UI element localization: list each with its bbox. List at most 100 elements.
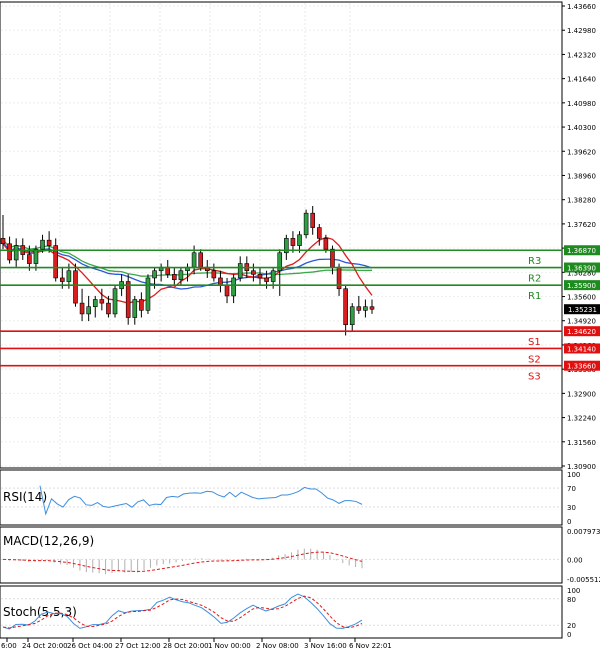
rsi-grid xyxy=(1,487,561,508)
current-price-marker: 1.35231 xyxy=(564,304,600,315)
candle-body xyxy=(264,277,269,282)
candle-body xyxy=(237,263,243,279)
candle-body xyxy=(316,227,322,239)
level-name-r3: R3 xyxy=(528,256,541,267)
time-tick-label: 26 Oct 04:00 xyxy=(67,642,113,650)
macd-title: MACD(12,26,9) xyxy=(3,534,94,548)
price-tick-label: 1.40300 xyxy=(567,124,596,132)
level-name-s3: S3 xyxy=(528,372,541,383)
candle-body xyxy=(86,306,91,315)
candle-body xyxy=(343,288,348,326)
candle-body xyxy=(270,270,276,282)
level-price-label: 1.36870 xyxy=(567,247,596,255)
price-tick-label: 1.41640 xyxy=(567,76,596,84)
level-name-s2: S2 xyxy=(528,354,541,365)
current-price-box xyxy=(564,304,600,315)
ma-mid-line xyxy=(2,241,373,290)
macd-level-label: 0.00 xyxy=(567,556,583,564)
price-tick-label: 1.38960 xyxy=(567,172,596,180)
stoch-level-label: 100 xyxy=(567,587,580,595)
level-price-box xyxy=(564,280,600,291)
candle xyxy=(356,295,362,314)
rsi-axis: 100 70 30 0 xyxy=(567,471,580,526)
candle xyxy=(369,299,375,314)
price-tick-label: 1.31560 xyxy=(567,439,596,447)
candle-body xyxy=(73,270,78,304)
candle-body xyxy=(218,277,223,286)
candle xyxy=(297,231,302,253)
candle xyxy=(145,274,151,314)
time-tick-label: 2 Nov 08:00 xyxy=(256,642,299,650)
time-tick-label: 6 Nov 22:01 xyxy=(349,642,392,650)
level-price-label: 1.34620 xyxy=(567,328,596,336)
candle xyxy=(231,274,236,304)
candle-body xyxy=(92,299,98,308)
price-tick-label: 1.30900 xyxy=(567,463,596,471)
candle-body xyxy=(257,274,263,279)
candle-body xyxy=(231,277,236,297)
candle-body xyxy=(191,252,197,268)
rsi-line xyxy=(39,485,363,516)
time-tick-label: 27 Oct 12:00 xyxy=(115,642,161,650)
price-axis: 1.43660 1.42980 1.42320 1.41640 1.40980 1.403… xyxy=(562,3,596,471)
candle xyxy=(46,231,52,253)
candle-body xyxy=(297,234,302,246)
candle-body xyxy=(125,281,131,318)
rsi-level-label: 70 xyxy=(567,485,576,493)
candle xyxy=(132,295,138,325)
candle-body xyxy=(139,299,144,311)
candle-body xyxy=(79,302,85,315)
candle xyxy=(79,288,85,322)
candle-body xyxy=(277,252,283,272)
candle xyxy=(316,223,322,246)
candle-body xyxy=(112,288,118,315)
candle xyxy=(86,295,91,322)
candle-body xyxy=(349,306,355,326)
price-tick-label: 1.40980 xyxy=(567,100,596,108)
rsi-level-label: 0 xyxy=(567,518,571,526)
macd-panel xyxy=(0,526,563,584)
candle-body xyxy=(106,302,111,315)
candle-body xyxy=(66,270,72,282)
candle-body xyxy=(172,274,177,281)
level-price-box xyxy=(564,245,600,256)
level-price-label: 1.36390 xyxy=(567,265,596,273)
rsi-panel xyxy=(0,469,563,526)
price-tick-label: 1.42980 xyxy=(567,27,596,35)
candle xyxy=(237,256,243,282)
candle-body xyxy=(330,248,335,268)
support-resistance-levels: R3 1.36870 R2 1.36390 R1 1.35900 S1 1.34620 S2 1.… xyxy=(0,245,600,383)
main-panel xyxy=(0,1,563,469)
candle-body xyxy=(369,306,375,310)
price-tick-label: 1.43660 xyxy=(567,3,596,11)
stoch-d-line xyxy=(2,595,363,629)
macd-axis: 0.007973 0.00 -0.005512 xyxy=(567,528,600,584)
candle-body xyxy=(145,277,151,311)
candle-body xyxy=(211,270,217,279)
candle-body xyxy=(198,252,203,268)
candle xyxy=(178,267,184,286)
time-tick-label: 6:00 xyxy=(1,642,17,650)
price-tick-label: 1.35600 xyxy=(567,294,596,302)
candle xyxy=(99,288,105,311)
candle xyxy=(125,274,131,325)
level-price-box xyxy=(564,343,600,354)
candle-body xyxy=(7,243,12,261)
candle-body xyxy=(303,212,309,236)
candle xyxy=(290,231,296,253)
price-tick-label: 1.37620 xyxy=(567,221,596,229)
price-tick-label: 1.32240 xyxy=(567,415,596,423)
candle-body xyxy=(33,248,39,264)
level-price-label: 1.33660 xyxy=(567,363,596,371)
stoch-level-label: 0 xyxy=(567,631,571,639)
candle-body xyxy=(251,270,256,275)
price-tick-label: 1.34920 xyxy=(567,318,596,326)
candle xyxy=(349,303,355,332)
candle-body xyxy=(310,212,315,228)
stoch-level-label: 80 xyxy=(567,596,576,604)
main-grid xyxy=(1,3,561,467)
level-name-r2: R2 xyxy=(528,274,541,285)
